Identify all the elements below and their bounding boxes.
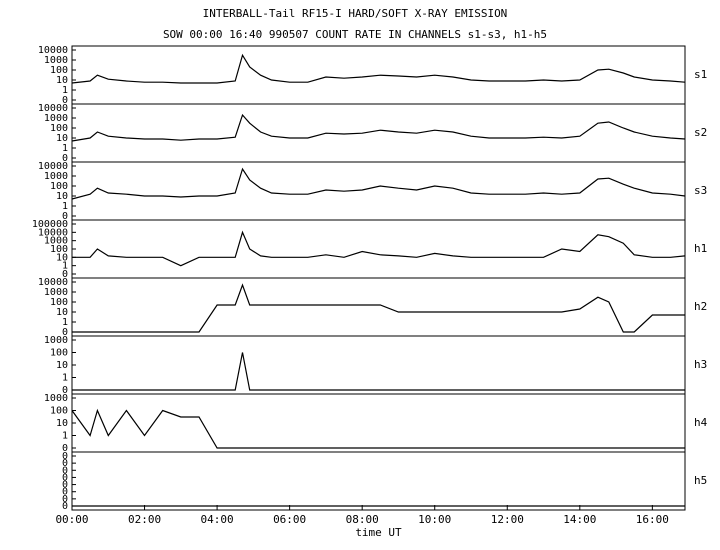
y-tick-label: 10000	[38, 227, 68, 238]
panel-frame	[71, 277, 686, 337]
y-tick-label: 1000	[44, 335, 68, 346]
y-tick-label: 0	[62, 95, 68, 106]
panel-frame	[71, 103, 686, 163]
x-tick-label: 16:00	[636, 513, 669, 526]
y-tick-label: 1	[62, 201, 68, 212]
y-tick-label: 1	[62, 85, 68, 96]
y-tick-label: 0	[62, 472, 68, 483]
x-tick-label: 14:00	[563, 513, 596, 526]
x-tick-label: 08:00	[346, 513, 379, 526]
data-line	[72, 283, 685, 333]
y-tick-label: 10	[56, 252, 68, 263]
series-label: s2	[694, 126, 707, 139]
series-label: h3	[694, 358, 707, 371]
panel-frame	[71, 451, 686, 511]
y-tick-label: 1000	[44, 393, 68, 404]
y-tick-label: 100	[50, 348, 68, 359]
panel-frame	[71, 219, 686, 279]
chart-subtitle: SOW 00:00 16:40 990507 COUNT RATE IN CHA…	[163, 28, 547, 41]
y-tick-label: 100	[50, 181, 68, 192]
y-tick-label: 0	[62, 487, 68, 498]
data-line	[71, 113, 686, 142]
y-tick-label: 10000	[38, 161, 68, 172]
y-tick-label: 10	[56, 360, 68, 371]
data-line	[72, 352, 685, 391]
y-tick-label: 0	[62, 501, 68, 512]
y-tick-label: 0	[62, 465, 68, 476]
x-tick-label: 04:00	[201, 513, 234, 526]
y-tick-label: 100	[50, 406, 68, 417]
y-tick-label: 10	[56, 307, 68, 318]
y-tick-label: 0	[62, 327, 68, 338]
y-tick-label: 1000	[44, 287, 68, 298]
x-tick-label: 12:00	[491, 513, 524, 526]
chart-title: INTERBALL-Tail RF15-I HARD/SOFT X-RAY EM…	[203, 7, 508, 20]
y-tick-label: 10	[56, 133, 68, 144]
y-tick-label: 10	[56, 418, 68, 429]
data-line	[71, 167, 686, 200]
y-tick-label: 0	[62, 480, 68, 491]
y-tick-label: 100	[50, 65, 68, 76]
y-tick-label: 1	[62, 431, 68, 442]
panel-frame	[71, 335, 686, 395]
y-tick-label: 10	[56, 75, 68, 86]
panel-frame	[71, 393, 686, 453]
panel-frame	[71, 161, 686, 221]
y-tick-label: 1	[62, 143, 68, 154]
series-label: s1	[694, 68, 707, 81]
y-tick-label: 1000	[44, 171, 68, 182]
data-line	[71, 408, 685, 449]
y-tick-label: 0	[62, 443, 68, 454]
y-tick-label: 1000	[44, 55, 68, 66]
series-label: h5	[694, 474, 707, 487]
y-tick-label: 100	[50, 123, 68, 134]
x-tick-label: 10:00	[418, 513, 451, 526]
x-axis-label: time UT	[355, 526, 402, 539]
y-tick-label: 0	[62, 269, 68, 280]
y-tick-label: 10000	[38, 45, 68, 56]
series-label: h4	[694, 416, 708, 429]
y-tick-label: 0	[62, 385, 68, 396]
y-tick-label: 0	[62, 153, 68, 164]
y-tick-label: 1000	[44, 236, 68, 247]
y-tick-label: 100	[50, 244, 68, 255]
y-tick-label: 1	[62, 261, 68, 272]
x-tick-label: 00:00	[55, 513, 88, 526]
y-tick-label: 1	[62, 317, 68, 328]
y-tick-label: 0	[62, 458, 68, 469]
series-label: s3	[694, 184, 707, 197]
y-tick-label: 10000	[38, 103, 68, 114]
y-tick-label: 100000	[32, 219, 68, 230]
y-tick-label: 100	[50, 297, 68, 308]
y-tick-label: 10	[56, 191, 68, 202]
y-tick-label: 0	[62, 211, 68, 222]
data-line	[72, 230, 686, 267]
x-tick-label: 06:00	[273, 513, 306, 526]
series-label: h1	[694, 242, 707, 255]
data-line	[71, 53, 686, 84]
y-tick-label: 0	[62, 494, 68, 505]
y-tick-label: 1	[62, 373, 68, 384]
y-tick-label: 1000	[44, 113, 68, 124]
y-tick-label: 10000	[38, 277, 68, 288]
y-tick-label: 0	[62, 451, 68, 462]
series-label: h2	[694, 300, 707, 313]
x-tick-label: 02:00	[128, 513, 161, 526]
